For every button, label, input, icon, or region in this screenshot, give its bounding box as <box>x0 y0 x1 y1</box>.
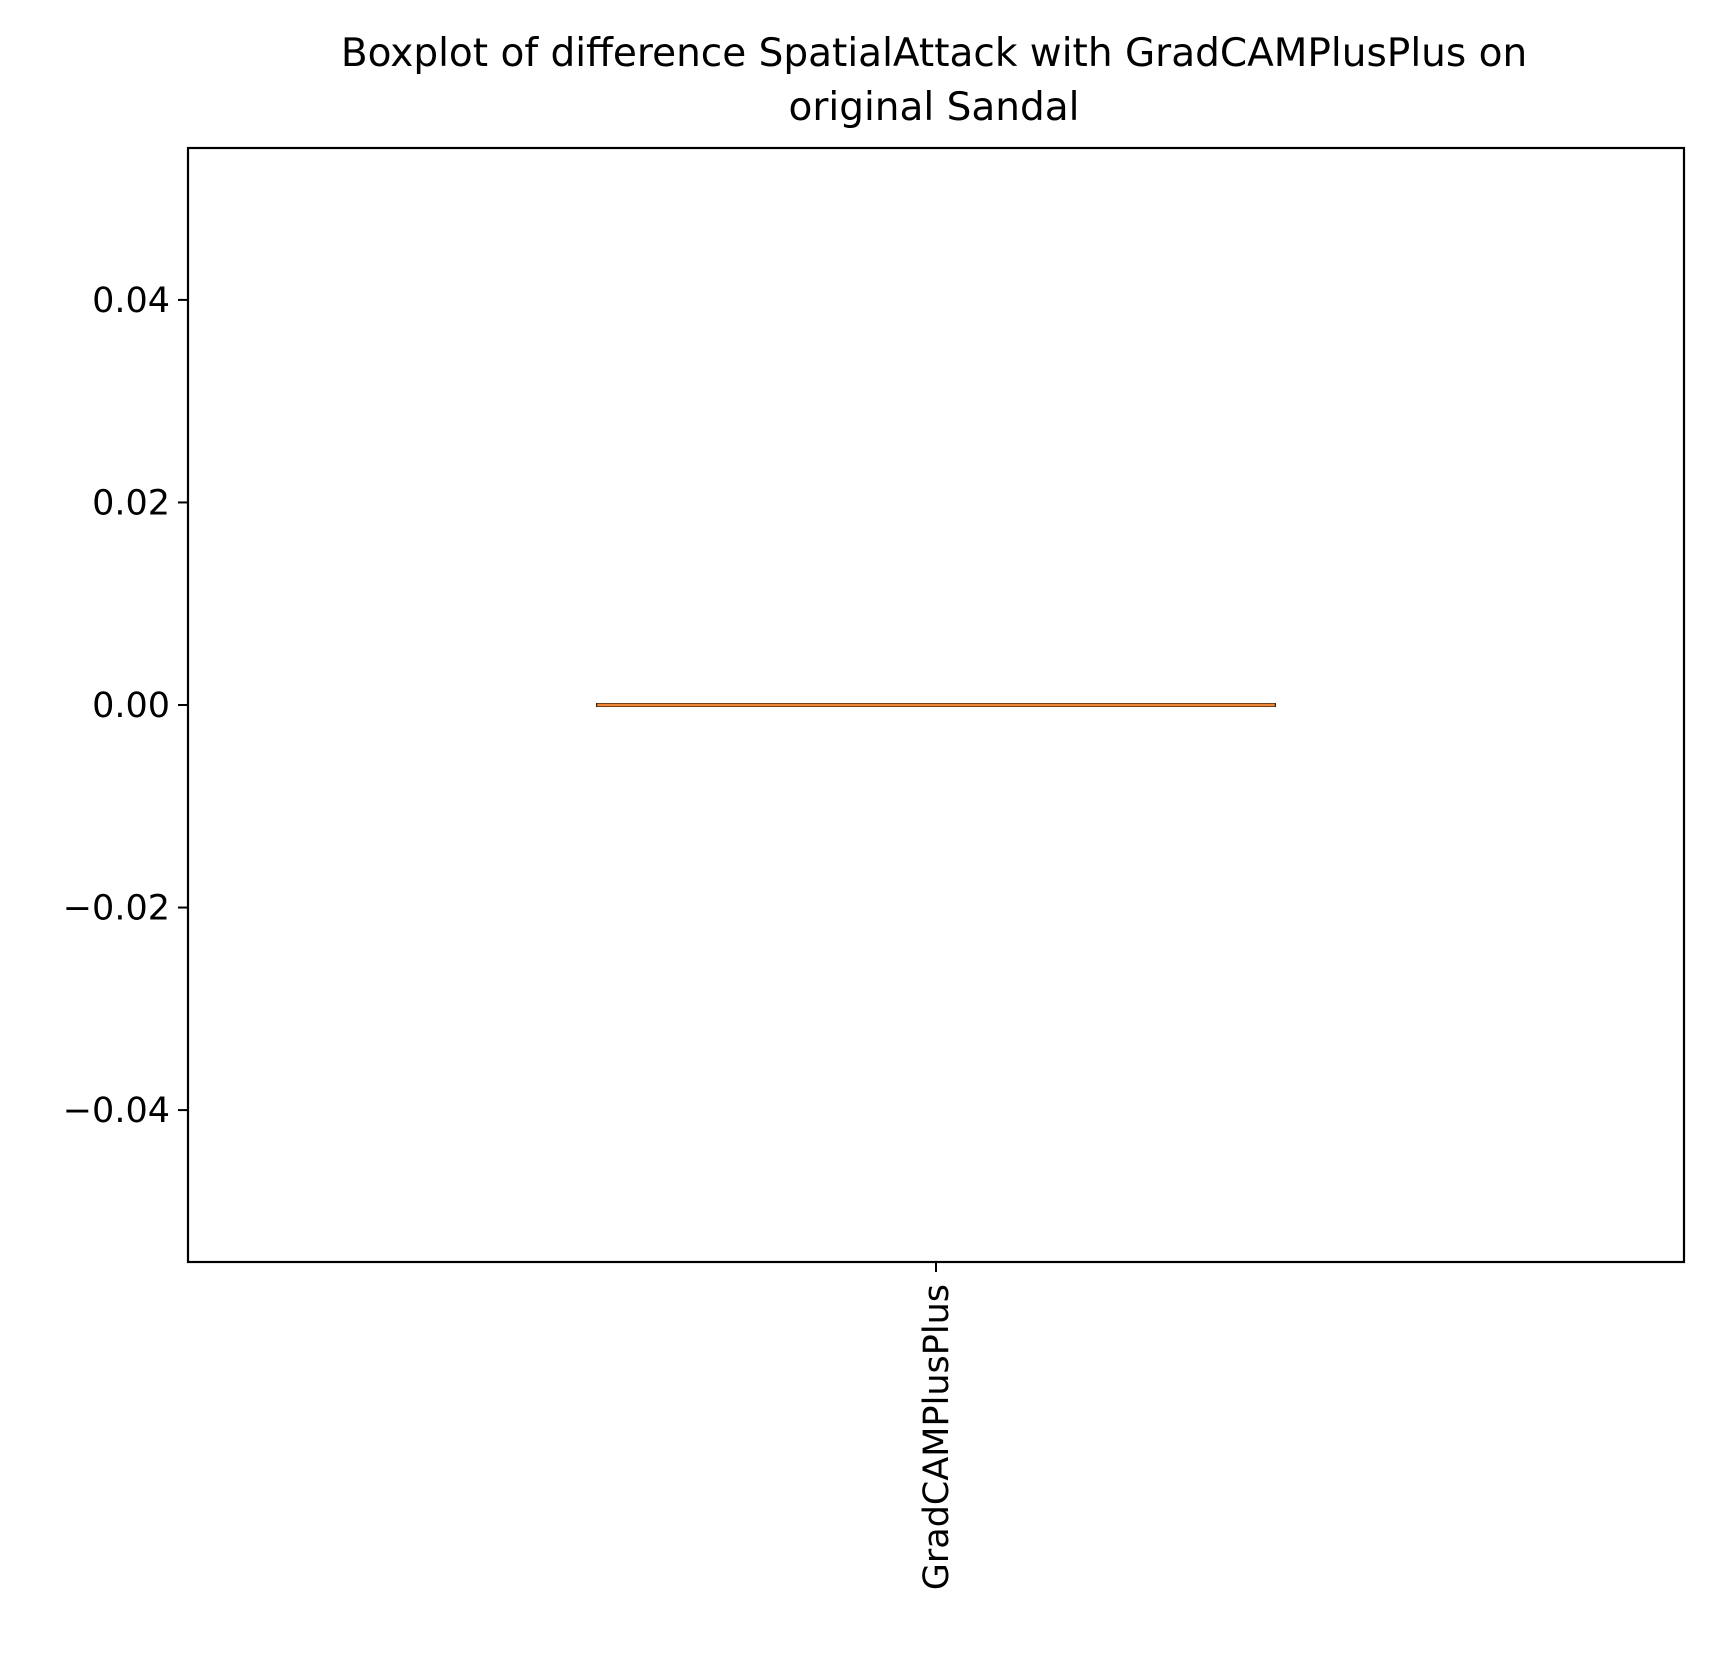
y-axis-ticks: −0.04 −0.02 0.00 0.02 0.04 <box>63 281 188 1131</box>
x-axis-ticks: GradCAMPlusPlus <box>917 1262 957 1590</box>
chart-title-line-1: Boxplot of difference SpatialAttack with… <box>341 31 1527 76</box>
box-series <box>596 703 1276 708</box>
y-tick-label: −0.02 <box>63 889 170 929</box>
y-tick-label: 0.00 <box>92 686 170 726</box>
y-tick-label: −0.04 <box>63 1091 170 1131</box>
x-tick-label: GradCAMPlusPlus <box>917 1284 957 1590</box>
y-tick-label: 0.02 <box>92 483 170 523</box>
y-tick-label: 0.04 <box>92 281 170 321</box>
chart-title-line-2: original Sandal <box>788 85 1079 130</box>
axes-frame <box>186 146 1686 1264</box>
